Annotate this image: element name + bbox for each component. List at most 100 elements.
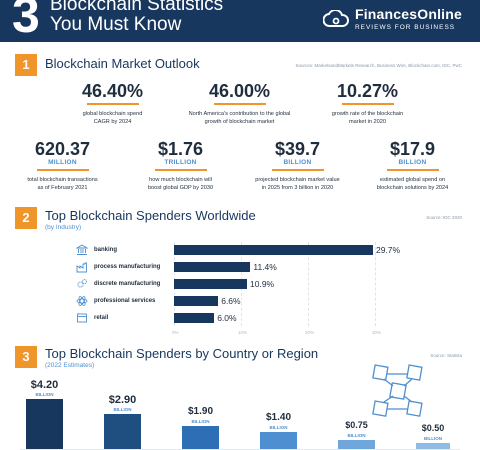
stat-divider bbox=[271, 169, 324, 171]
cloud-logo-icon bbox=[322, 9, 349, 27]
industry-row: banking bbox=[75, 243, 117, 257]
stat-description: North America's contribution to the glob… bbox=[188, 111, 291, 126]
stat-unit: MILLION bbox=[48, 159, 77, 166]
stat-unit: BILLION bbox=[398, 159, 427, 166]
country-bar bbox=[338, 440, 375, 449]
stat-description: growth rate of the blockchain market in 2… bbox=[331, 111, 404, 126]
stat-description: how much blockchain will boost global GDP… bbox=[147, 177, 214, 192]
stat-value: $39.7 bbox=[274, 139, 321, 159]
cart-icon bbox=[75, 312, 88, 325]
industry-bar bbox=[174, 313, 215, 323]
bar-value-label: 29.7% bbox=[375, 244, 401, 255]
country-value-label: $1.40 bbox=[265, 412, 292, 424]
grid-line bbox=[308, 242, 309, 326]
brand-tagline: REVIEWS FOR BUSINESS bbox=[354, 24, 456, 31]
stat-card: 46.00% North America's contribution to t… bbox=[172, 82, 307, 127]
atom-icon bbox=[75, 295, 88, 308]
country-value-label: $2.90 bbox=[108, 394, 137, 407]
industry-row: professional services bbox=[75, 294, 155, 308]
stat-value: 10.27% bbox=[336, 81, 399, 101]
country-bar bbox=[104, 414, 141, 449]
country-unit-label: BILLION bbox=[424, 436, 442, 441]
brand-name: FinancesOnline bbox=[354, 6, 462, 22]
stat-divider bbox=[341, 103, 394, 105]
blockchain-network-icon bbox=[372, 364, 423, 417]
industry-bar bbox=[174, 279, 248, 289]
brand-text: FinancesOnline REVIEWS FOR BUSINESS bbox=[355, 6, 462, 31]
header-title-line1: Blockchain Statistics bbox=[50, 0, 224, 15]
stat-divider bbox=[386, 169, 439, 171]
stat-card: 10.27% growth rate of the blockchain mark… bbox=[310, 82, 425, 127]
gears-icon bbox=[75, 278, 88, 291]
x-tick-label: 0% bbox=[172, 330, 179, 335]
country-unit-label: BILLION bbox=[191, 419, 210, 425]
stat-card: 46.40% global blockchain spend CAGR by 20… bbox=[55, 82, 170, 127]
country-bar bbox=[416, 443, 450, 449]
bank-icon bbox=[75, 244, 88, 257]
stat-divider bbox=[86, 103, 139, 105]
bar-value-label: 11.4% bbox=[253, 261, 277, 272]
section-1-source: Sources: MarketsandMarkets Research, Bus… bbox=[295, 63, 462, 68]
country-value-label: $1.90 bbox=[187, 406, 214, 418]
country-unit-label: BILLION bbox=[35, 392, 54, 397]
x-tick-label: 10% bbox=[238, 330, 248, 335]
bar-value-label: 6.6% bbox=[221, 295, 241, 306]
stat-description: estimated global spend on blockchain solu… bbox=[376, 177, 449, 192]
x-tick-label: 30% bbox=[372, 330, 382, 335]
stat-card: $17.9 BILLION estimated global spend on b… bbox=[360, 140, 465, 193]
stat-value: 46.40% bbox=[81, 81, 144, 101]
country-unit-label: BILLION bbox=[113, 407, 132, 413]
industry-row: retail bbox=[75, 311, 108, 325]
brand-logo[interactable]: FinancesOnline REVIEWS FOR BUSINESS bbox=[322, 6, 462, 31]
country-unit-label: BILLION bbox=[347, 433, 366, 439]
industry-label: banking bbox=[94, 247, 118, 253]
stat-description: total blockchain transactions as of Febru… bbox=[27, 177, 98, 192]
industry-bar bbox=[174, 262, 251, 272]
country-bar bbox=[182, 426, 219, 449]
industry-row: process manufacturing bbox=[75, 260, 160, 274]
header-banner: 3 Blockchain Statistics You Must Know Fi… bbox=[0, 0, 480, 42]
stat-card: $39.7 BILLION projected blockchain marke… bbox=[240, 140, 355, 193]
stat-divider bbox=[213, 103, 266, 105]
country-value-label: $0.50 bbox=[421, 423, 445, 433]
stat-divider bbox=[154, 169, 207, 171]
section-2-title: Top Blockchain Spenders Worldwide bbox=[45, 208, 256, 223]
stat-unit: TRILLION bbox=[164, 159, 197, 166]
stat-divider bbox=[36, 169, 89, 171]
factory-icon bbox=[75, 261, 88, 274]
stat-card: $1.76 TRILLION how much blockchain will b… bbox=[128, 140, 233, 193]
section-2-subtitle: (by Industry) bbox=[45, 224, 82, 231]
section-2-badge: 2 bbox=[15, 207, 37, 229]
grid-line bbox=[375, 242, 376, 326]
stat-value: 620.37 bbox=[34, 139, 91, 159]
section-3-source: Source: Statista bbox=[430, 353, 462, 358]
country-value-label: $4.20 bbox=[30, 379, 59, 391]
section-1-badge: 1 bbox=[15, 54, 37, 76]
industry-bar bbox=[174, 245, 373, 255]
header-number: 3 bbox=[12, 0, 40, 43]
section-3-badge: 3 bbox=[15, 346, 37, 368]
stat-description: projected blockchain market value in 2025… bbox=[255, 177, 340, 192]
industry-label: discrete manufacturing bbox=[94, 281, 161, 287]
stat-value: 46.00% bbox=[208, 81, 271, 101]
stat-value: $1.76 bbox=[157, 139, 204, 159]
section-3-subtitle: (2022 Estimates) bbox=[45, 362, 95, 369]
industry-label: retail bbox=[94, 315, 109, 321]
section-1-title: Blockchain Market Outlook bbox=[45, 56, 200, 71]
industry-bar bbox=[174, 296, 219, 306]
country-bar bbox=[26, 399, 63, 449]
section-3-title: Top Blockchain Spenders by Country or Re… bbox=[45, 346, 319, 361]
industry-row: discrete manufacturing bbox=[75, 277, 160, 291]
industry-label: process manufacturing bbox=[94, 264, 161, 270]
section-2-source: Source: IDC 2020 bbox=[426, 215, 462, 220]
country-bar bbox=[260, 432, 297, 449]
bar-value-label: 6.0% bbox=[217, 312, 237, 323]
industry-label: professional services bbox=[94, 298, 156, 304]
stat-description: global blockchain spend CAGR by 2024 bbox=[82, 111, 143, 126]
stat-unit: BILLION bbox=[283, 159, 312, 166]
stat-value: $17.9 bbox=[389, 139, 436, 159]
country-unit-label: BILLION bbox=[269, 425, 288, 431]
country-value-label: $0.75 bbox=[345, 420, 368, 431]
stat-card: 620.37 MILLION total blockchain transact… bbox=[10, 140, 115, 193]
header-title-line2: You Must Know bbox=[50, 14, 182, 35]
